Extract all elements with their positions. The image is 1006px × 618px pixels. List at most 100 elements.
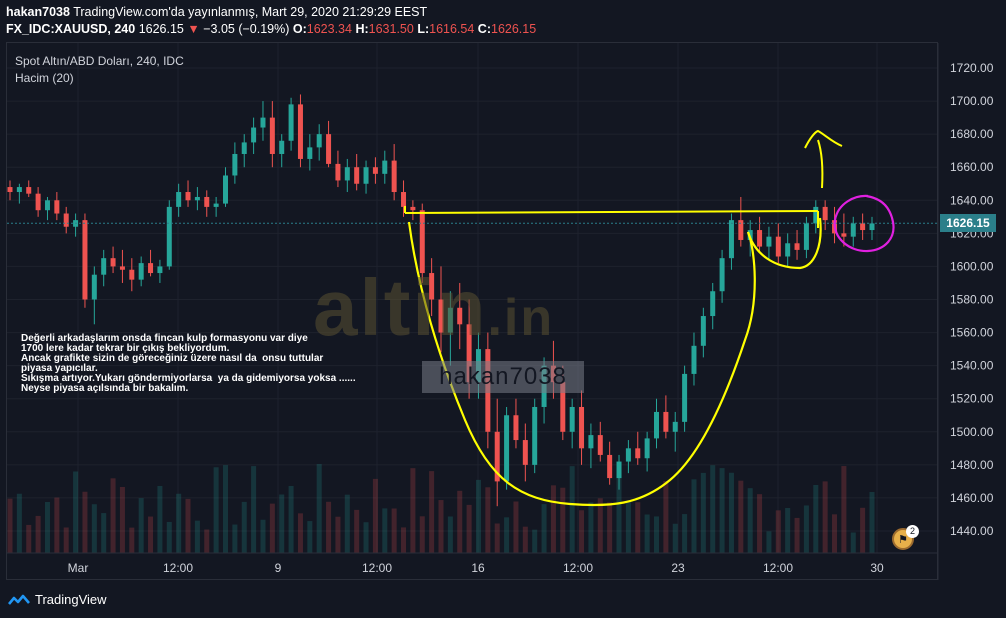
candle-body: [841, 233, 847, 237]
candle-body: [63, 213, 69, 227]
candle-body: [719, 258, 725, 292]
candle-body: [588, 435, 594, 449]
volume-bar: [429, 471, 435, 553]
candle-body: [326, 134, 332, 164]
candle-body: [176, 192, 182, 207]
candle-body: [728, 220, 734, 259]
volume-bar: [157, 485, 163, 553]
volume-bar: [850, 532, 856, 553]
price-tick-label: 1500.00: [950, 425, 994, 439]
candle-body: [307, 147, 313, 159]
candle-body: [813, 206, 819, 224]
volume-bar: [757, 494, 763, 553]
candle-body: [101, 258, 107, 275]
candle-body: [251, 127, 257, 143]
candle-body: [457, 307, 463, 325]
volume-bar: [363, 522, 369, 553]
candle-body: [363, 167, 369, 184]
price-tick-label: 1460.00: [950, 491, 994, 505]
price-tick-label: 1660.00: [950, 160, 994, 174]
volume-bar: [63, 527, 69, 553]
volume-bar: [232, 524, 238, 553]
time-tick-label: 16: [471, 561, 485, 575]
volume-bar: [447, 516, 453, 553]
candle-body: [429, 273, 435, 300]
volume-bar: [372, 478, 378, 553]
candle-body: [316, 134, 322, 148]
candle-body: [803, 223, 809, 250]
volume-legend[interactable]: Hacim (20): [15, 71, 74, 85]
time-tick-label: 30: [870, 561, 884, 575]
price-tick-label: 1480.00: [950, 458, 994, 472]
candle-body: [372, 167, 378, 174]
volume-bar: [185, 498, 191, 553]
close-label: C:: [477, 22, 491, 36]
volume-bar: [644, 514, 650, 553]
candle-body: [757, 230, 763, 247]
volume-bar: [494, 523, 500, 553]
economic-events-icon[interactable]: ⚑ 2: [892, 525, 919, 550]
candle-body: [7, 187, 13, 193]
time-tick-label: 9: [275, 561, 282, 575]
tradingview-cloud-icon: [8, 594, 30, 605]
candle-body: [391, 160, 397, 193]
candle-body: [597, 435, 603, 455]
volume-bar: [794, 517, 800, 553]
time-tick-label: 12:00: [563, 561, 593, 575]
volume-bar: [775, 510, 781, 553]
candle-body: [466, 324, 472, 383]
symbol-label[interactable]: FX_IDC:XAUUSD, 240: [6, 22, 136, 36]
volume-bar: [269, 503, 275, 553]
volume-bars: [7, 464, 875, 553]
series-legend[interactable]: Spot Altın/ABD Doları, 240, IDC: [15, 54, 184, 68]
volume-bar: [813, 484, 819, 553]
candle-body: [438, 299, 444, 333]
price-tick-label: 1600.00: [950, 259, 994, 273]
tradingview-label: TradingView: [35, 592, 107, 607]
candle-body: [54, 200, 60, 214]
high-value: 1631.50: [368, 22, 414, 36]
candle-body: [279, 140, 285, 154]
volume-bar: [438, 500, 444, 553]
price-tick-label: 1520.00: [950, 392, 994, 406]
volume-bar: [625, 501, 631, 553]
volume-bar: [550, 485, 556, 553]
open-value: 1623.34: [306, 22, 352, 36]
volume-bar: [54, 497, 60, 553]
volume-bar: [119, 486, 125, 553]
candle-body: [654, 411, 659, 439]
volume-bar: [26, 524, 32, 553]
price-axis[interactable]: 1440.00 1460.00 1480.00 1500.00 1520.00 1540.…: [937, 43, 1006, 580]
candle-body: [260, 117, 266, 128]
volume-bar: [166, 521, 172, 553]
volume-bar: [832, 514, 838, 553]
low-label: L:: [417, 22, 430, 36]
candle-body: [335, 163, 341, 181]
candle-body: [241, 142, 247, 154]
time-axis[interactable]: Mar 12:00 9 12:00 16 12:00 23 12:00 30: [7, 552, 937, 575]
flag-icon: ⚑: [898, 533, 908, 546]
candle-body: [410, 206, 416, 211]
tradingview-logo[interactable]: TradingView: [8, 592, 107, 607]
candle-body: [223, 175, 228, 204]
author-name[interactable]: hakan7038: [6, 5, 70, 19]
volume-bar: [579, 510, 585, 553]
candle-body: [532, 406, 538, 465]
price-chart[interactable]: 1440.00 1460.00 1480.00 1500.00 1520.00 1540.…: [0, 0, 1006, 585]
volume-bar: [7, 498, 13, 553]
volume-bar: [35, 515, 41, 553]
chart-header: hakan7038 TradingView.com'da yayınlanmış…: [0, 0, 1006, 40]
volume-bar: [110, 478, 116, 553]
volume-bar: [822, 481, 828, 553]
price-tick-label: 1720.00: [950, 61, 994, 75]
volume-bar: [803, 505, 809, 553]
publish-info: hakan7038 TradingView.com'da yayınlanmış…: [6, 5, 427, 19]
candle-body: [204, 196, 210, 207]
chart-area[interactable]: [6, 42, 938, 580]
author-stamp: hakan7038: [422, 361, 584, 393]
candle-body: [794, 243, 800, 250]
open-label: O:: [292, 22, 307, 36]
volume-bar: [785, 507, 791, 553]
candle-body: [91, 274, 97, 300]
volume-bar: [241, 501, 247, 553]
